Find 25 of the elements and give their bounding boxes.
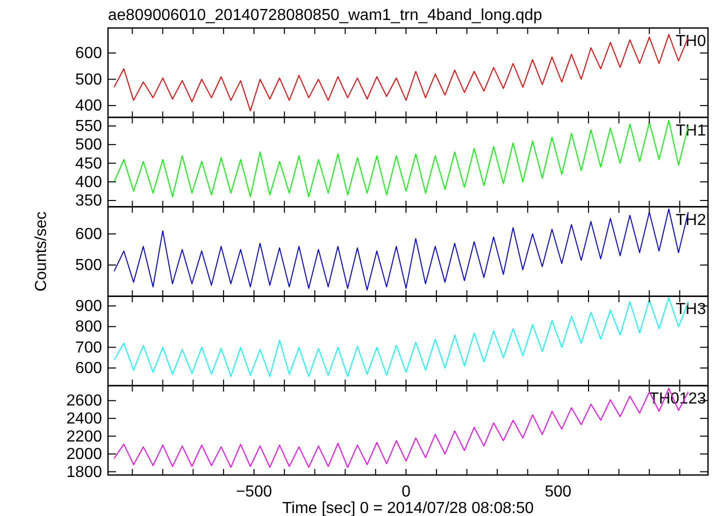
y-tick-label: 700 [75,339,102,356]
y-tick-label: 450 [75,155,102,172]
y-tick-label: 1800 [66,464,102,481]
x-tick-label: −500 [236,483,272,500]
y-tick-label: 400 [75,98,102,115]
y-axis-title: Counts/sec [33,211,50,292]
y-tick-label: 600 [75,226,102,244]
y-tick-label: 400 [75,174,102,191]
y-tick-label: 550 [75,118,102,136]
x-tick-label: 500 [544,483,572,500]
y-tick-label: 500 [75,136,102,154]
y-tick-label: 900 [75,298,102,316]
y-tick-label: 2000 [66,446,102,464]
y-tick-label: 2600 [66,392,102,410]
y-tick-label: 350 [75,192,102,210]
x-tick-label: 0 [402,483,411,500]
y-tick-label: 2400 [66,410,102,428]
y-tick-label: 500 [75,257,102,274]
chart-title: ae809006010_20140728080850_wam1_trn_4band_long.qdp [108,7,542,24]
y-tick-label: 2200 [66,428,102,446]
y-tick-label: 600 [75,45,102,62]
y-tick-label: 800 [75,318,102,336]
x-axis-title: Time [sec] 0 = 2014/07/28 08:08:50 [282,500,534,516]
y-tick-label: 500 [75,71,102,88]
y-tick-label: 600 [75,360,102,378]
